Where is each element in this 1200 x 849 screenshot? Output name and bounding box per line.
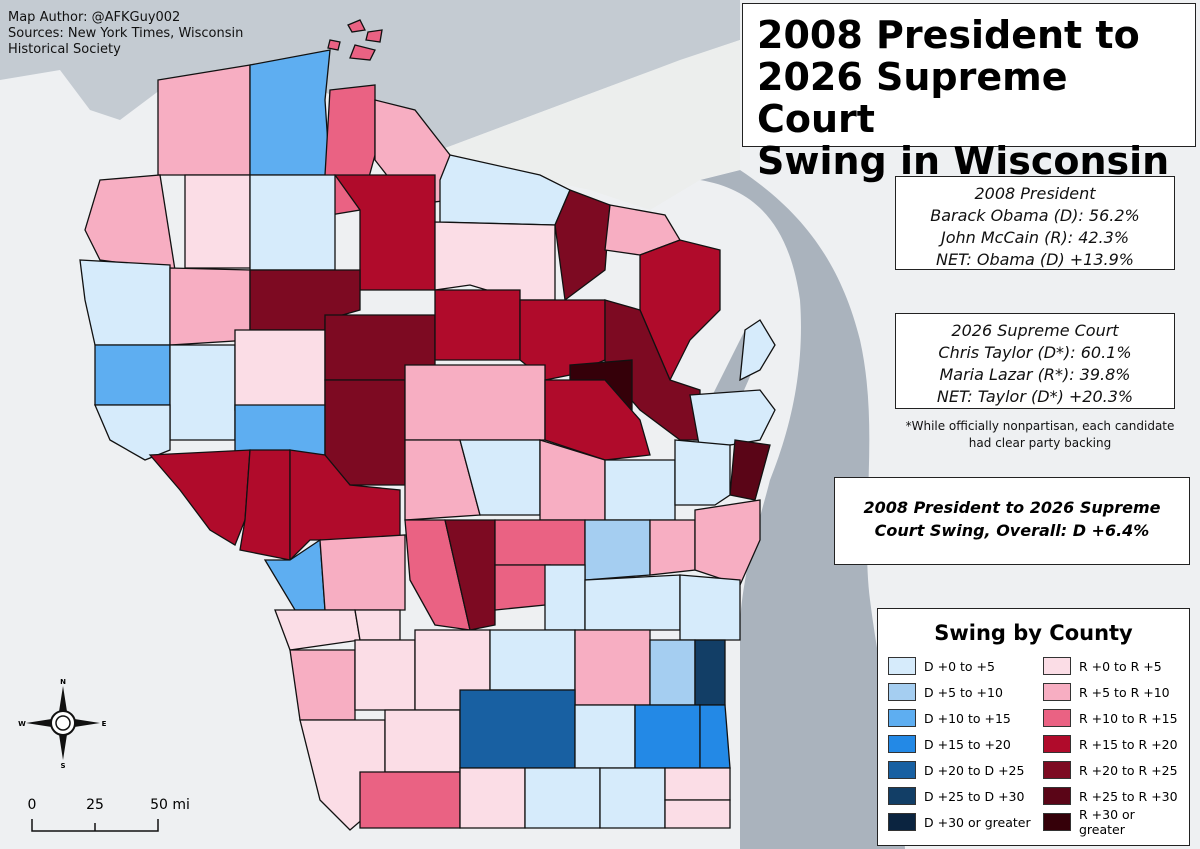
compass-e: E: [102, 720, 107, 728]
legend-label: R +15 to R +20: [1079, 736, 1178, 752]
legend-item-rep-2: R +10 to R +15: [1043, 707, 1183, 729]
legend-label: R +10 to R +15: [1079, 710, 1178, 726]
legend-swatch: [1043, 813, 1071, 831]
supreme-2026-rep: Maria Lazar (R*): 39.8%: [939, 365, 1131, 384]
legend-swatch: [1043, 735, 1071, 753]
scale-tick-25: 25: [86, 797, 104, 813]
legend-item-dem-3: D +15 to +20: [888, 733, 1043, 755]
legend-swatch: [888, 735, 916, 753]
compass-n: N: [60, 678, 66, 686]
legend-label: D +30 or greater: [924, 814, 1031, 830]
legend-swatch: [888, 657, 916, 675]
overall-line-1: 2008 President to 2026 Supreme: [863, 498, 1161, 517]
overall-line-2: Court Swing, Overall: D +6.4%: [874, 521, 1150, 540]
compass-w: W: [18, 720, 26, 728]
legend-item-rep-3: R +15 to R +20: [1043, 733, 1183, 755]
legend-item-dem-6: D +30 or greater: [888, 811, 1043, 833]
legend-grid: D +0 to +5 R +0 to R +5 D +5 to +10 R +5 to…: [888, 655, 1179, 837]
supreme-2026-heading: 2026 Supreme Court: [951, 321, 1119, 340]
overall-swing-box: 2008 President to 2026 Supreme Court Swi…: [834, 477, 1190, 565]
legend-label: R +0 to R +5: [1079, 658, 1162, 674]
legend-item-dem-5: D +25 to D +30: [888, 785, 1043, 807]
legend-label: D +20 to D +25: [924, 762, 1025, 778]
author-credit: Map Author: @AFKGuy002: [8, 10, 181, 25]
legend-item-dem-1: D +5 to +10: [888, 681, 1043, 703]
supreme-2026-box: 2026 Supreme Court Chris Taylor (D*): 60…: [895, 313, 1175, 409]
title-line-2: 2026 Supreme Court: [757, 55, 1068, 141]
legend-label: R +30 or greater: [1079, 807, 1135, 837]
legend-label: R +25 to R +30: [1079, 788, 1178, 804]
supreme-2026-dem: Chris Taylor (D*): 60.1%: [938, 343, 1132, 362]
legend-swatch: [888, 761, 916, 779]
legend-label: D +15 to +20: [924, 736, 1011, 752]
upper-peninsula: [440, 40, 740, 210]
legend-item-dem-2: D +10 to +15: [888, 707, 1043, 729]
scale-tick-50: 50 mi: [150, 797, 190, 813]
legend-item-rep-0: R +0 to R +5: [1043, 655, 1183, 677]
map-title-box: 2008 President to 2026 Supreme Court Swi…: [742, 3, 1196, 182]
compass-rose-icon: N S W E: [18, 678, 107, 768]
legend-swatch: [1043, 787, 1071, 805]
legend-swatch: [1043, 709, 1071, 727]
legend-label: D +10 to +15: [924, 710, 1011, 726]
legend-label: D +5 to +10: [924, 684, 1003, 700]
legend-label: D +0 to +5: [924, 658, 995, 674]
president-2008-net: NET: Obama (D) +13.9%: [935, 250, 1134, 269]
legend-swatch: [888, 683, 916, 701]
scale-tick-0: 0: [28, 797, 37, 813]
legend-swatch: [888, 813, 916, 831]
lake-michigan: [700, 170, 905, 849]
legend-label: R +20 to R +25: [1079, 762, 1178, 778]
legend-item-dem-4: D +20 to D +25: [888, 759, 1043, 781]
legend-item-dem-0: D +0 to +5: [888, 655, 1043, 677]
president-2008-rep: John McCain (R): 42.3%: [940, 228, 1130, 247]
legend-swatch: [888, 709, 916, 727]
president-2008-heading: 2008 President: [974, 184, 1096, 203]
legend-label: D +25 to D +30: [924, 788, 1025, 804]
legend: Swing by County D +0 to +5 R +0 to R +5 D …: [877, 608, 1190, 846]
lake-superior: [0, 0, 740, 150]
title-line-1: 2008 President to: [757, 13, 1140, 57]
compass-s: S: [60, 762, 65, 768]
legend-swatch: [888, 787, 916, 805]
legend-swatch: [1043, 657, 1071, 675]
legend-item-rep-4: R +20 to R +25: [1043, 759, 1183, 781]
legend-item-rep-1: R +5 to R +10: [1043, 681, 1183, 703]
president-2008-dem: Barack Obama (D): 56.2%: [930, 206, 1140, 225]
legend-title: Swing by County: [934, 621, 1133, 645]
sources-credit: Sources: New York Times, Wisconsin Histo…: [8, 26, 244, 57]
legend-swatch: [1043, 683, 1071, 701]
legend-label: R +5 to R +10: [1079, 684, 1170, 700]
title-line-3: Swing in Wisconsin: [757, 139, 1170, 183]
supreme-2026-net: NET: Taylor (D*) +20.3%: [936, 387, 1134, 406]
legend-swatch: [1043, 761, 1071, 779]
legend-item-rep-6: R +30 or greater: [1043, 807, 1183, 837]
legend-item-rep-5: R +25 to R +30: [1043, 785, 1183, 807]
scale-bar: 0 25 50 mi: [28, 797, 190, 832]
map-credits: Map Author: @AFKGuy002 Sources: New York…: [8, 10, 268, 58]
president-2008-box: 2008 President Barack Obama (D): 56.2% J…: [895, 176, 1175, 270]
nonpartisan-note: *While officially nonpartisan, each cand…: [905, 419, 1175, 450]
